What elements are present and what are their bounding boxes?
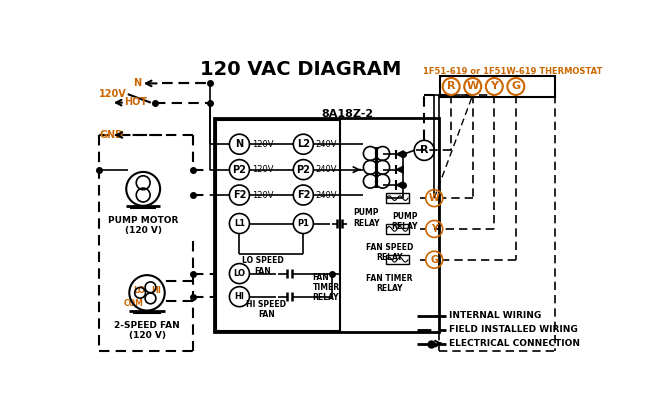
Text: 240V: 240V (316, 191, 337, 199)
Text: N: N (235, 139, 243, 149)
Text: L1: L1 (234, 219, 245, 228)
Text: COM: COM (123, 299, 143, 308)
Text: R: R (420, 145, 429, 155)
Text: ELECTRICAL CONNECTION: ELECTRICAL CONNECTION (449, 339, 580, 348)
Text: HI SPEED
FAN: HI SPEED FAN (247, 300, 286, 319)
Text: INTERNAL WIRING: INTERNAL WIRING (449, 311, 541, 321)
Polygon shape (396, 150, 403, 158)
Bar (216, 119, 340, 331)
Text: 8A18Z-2: 8A18Z-2 (321, 109, 373, 119)
Text: F2: F2 (232, 190, 246, 200)
Text: 1F51-619 or 1F51W-619 THERMOSTAT: 1F51-619 or 1F51W-619 THERMOSTAT (423, 67, 602, 76)
Text: HI: HI (151, 286, 161, 295)
Text: 2-SPEED FAN
(120 V): 2-SPEED FAN (120 V) (114, 321, 180, 340)
Text: L2: L2 (297, 139, 310, 149)
Text: HI: HI (234, 292, 245, 301)
Text: PUMP
RELAY: PUMP RELAY (392, 212, 418, 231)
Text: F2: F2 (297, 190, 310, 200)
Text: GND: GND (99, 130, 123, 140)
Text: LO: LO (233, 269, 245, 278)
Text: FAN
TIMER
RELAY: FAN TIMER RELAY (313, 272, 340, 303)
Text: R: R (447, 81, 456, 91)
Text: 120 VAC DIAGRAM: 120 VAC DIAGRAM (200, 60, 402, 79)
Bar (386, 194, 409, 203)
Text: PUMP
RELAY: PUMP RELAY (353, 208, 380, 228)
Bar (214, 118, 439, 332)
Text: P1: P1 (297, 219, 310, 228)
Text: P2: P2 (232, 165, 247, 175)
Text: N: N (133, 78, 141, 88)
Bar (386, 255, 409, 264)
Text: P2: P2 (296, 165, 310, 175)
Text: 120V: 120V (252, 165, 273, 174)
Text: FIELD INSTALLED WIRING: FIELD INSTALLED WIRING (449, 325, 578, 334)
Text: 120V: 120V (252, 191, 273, 199)
Text: FAN TIMER
RELAY: FAN TIMER RELAY (366, 274, 413, 293)
Text: G: G (430, 255, 438, 265)
Text: W: W (466, 81, 479, 91)
Polygon shape (396, 181, 403, 189)
Text: 240V: 240V (316, 165, 337, 174)
Text: G: G (511, 81, 521, 91)
Text: 120V: 120V (99, 89, 127, 99)
Text: 240V: 240V (316, 140, 337, 149)
Text: FAN SPEED
RELAY: FAN SPEED RELAY (366, 243, 413, 262)
Bar (440, 76, 555, 97)
Text: Y: Y (431, 224, 438, 234)
Bar (386, 224, 409, 233)
Text: PUMP MOTOR
(120 V): PUMP MOTOR (120 V) (108, 216, 178, 235)
Text: 120V: 120V (252, 140, 273, 149)
Text: LO SPEED
FAN: LO SPEED FAN (242, 256, 283, 276)
Text: LO: LO (133, 286, 145, 295)
Polygon shape (396, 166, 403, 173)
Text: HOT: HOT (124, 97, 147, 107)
Text: W: W (429, 193, 440, 203)
Text: Y: Y (490, 81, 498, 91)
